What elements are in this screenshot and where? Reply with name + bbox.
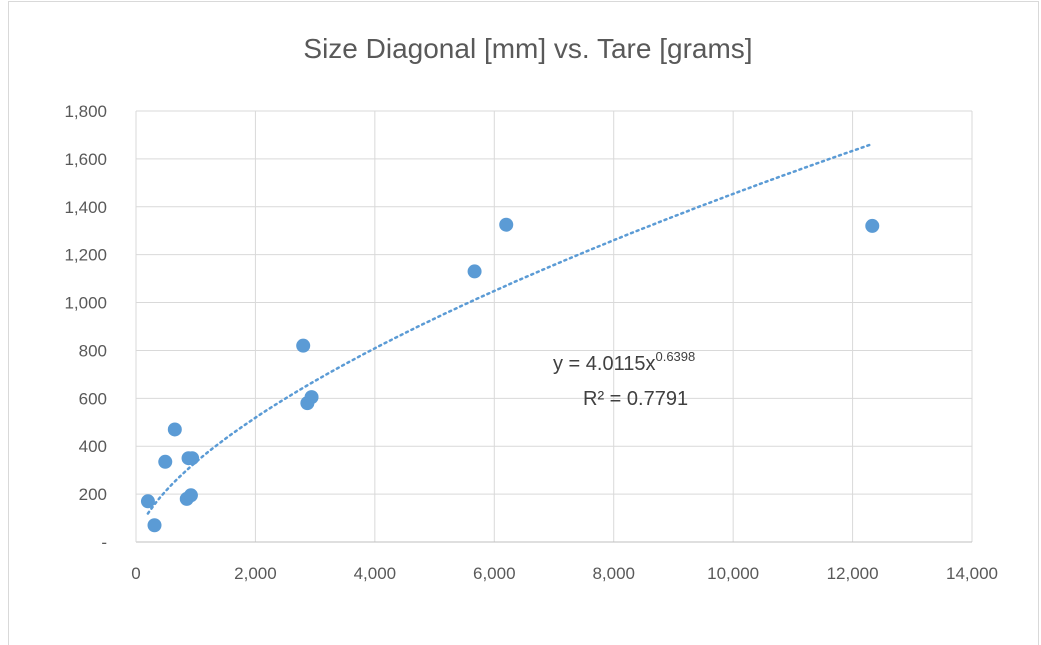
trendline-layer: [146, 142, 874, 515]
data-point: [865, 218, 880, 233]
power-trendline: [146, 142, 874, 515]
y-tick-label: 1,800: [64, 102, 107, 121]
data-point: [158, 454, 173, 469]
x-tick-label: 0: [131, 564, 140, 583]
data-point: [467, 264, 482, 279]
y-tick-label: -: [101, 533, 107, 552]
y-tick-label: 1,000: [64, 294, 107, 313]
y-tick-label: 1,400: [64, 198, 107, 217]
x-tick-label: 10,000: [707, 564, 759, 583]
gridlines: [136, 110, 973, 542]
data-point: [499, 217, 514, 232]
trendline-annotation: y = 4.0115x0.6398 R² = 0.7791: [553, 349, 695, 410]
x-tick-label: 12,000: [827, 564, 879, 583]
data-point: [167, 422, 182, 437]
data-point: [183, 488, 198, 503]
chart-title: Size Diagonal [mm] vs. Tare [grams]: [303, 33, 752, 64]
y-tick-label: 1,200: [64, 246, 107, 265]
data-point: [140, 494, 155, 509]
y-tick-label: 400: [79, 437, 107, 456]
data-points: [140, 217, 880, 533]
chart-area: [8, 1, 1039, 645]
x-tick-label: 6,000: [473, 564, 516, 583]
x-tick-label: 14,000: [946, 564, 998, 583]
data-point: [304, 390, 319, 405]
x-tick-label: 2,000: [234, 564, 277, 583]
data-point: [147, 518, 162, 533]
equation-base: y = 4.0115x: [553, 353, 655, 375]
x-tick-label: 4,000: [354, 564, 397, 583]
y-tick-label: 1,600: [64, 150, 107, 169]
r-squared-label: R² = 0.7791: [583, 388, 688, 410]
y-tick-label: 800: [79, 341, 107, 360]
y-tick-label: 200: [79, 485, 107, 504]
x-tick-label: 8,000: [592, 564, 635, 583]
axes: - 200 400 600 800 1,000 1,200 1,400 1,600 1,800 0 2…: [64, 102, 998, 583]
data-point: [296, 338, 311, 353]
y-tick-label: 600: [79, 389, 107, 408]
trendline-equation: y = 4.0115x0.6398: [553, 349, 695, 375]
data-point: [185, 451, 200, 466]
equation-exponent: 0.6398: [655, 349, 695, 364]
